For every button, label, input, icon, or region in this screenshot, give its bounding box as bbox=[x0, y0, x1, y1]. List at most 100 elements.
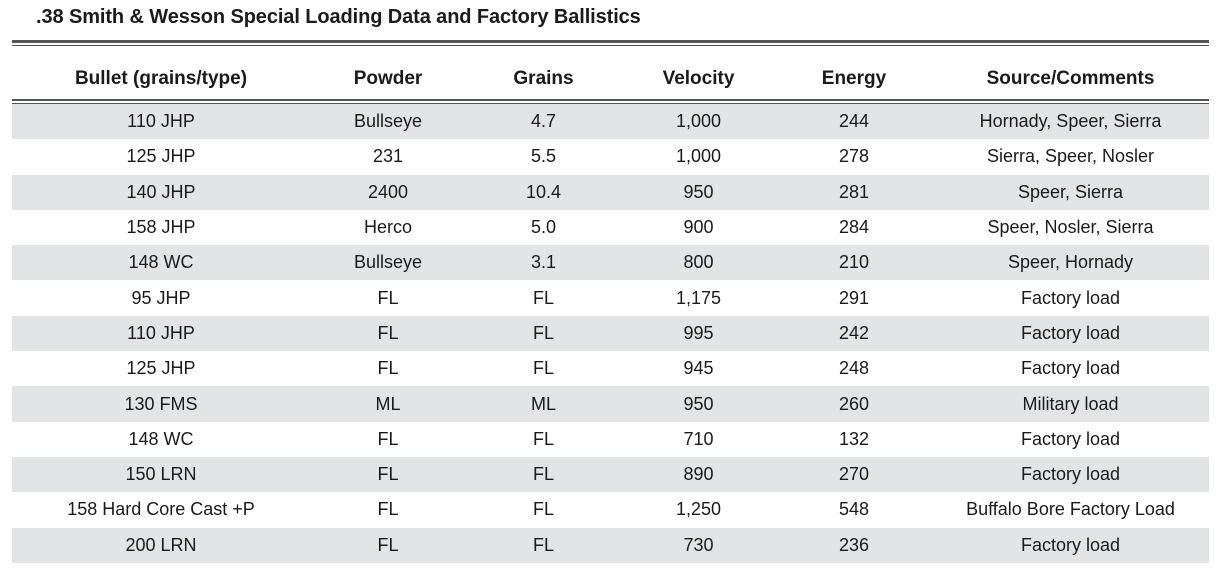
header-divider-thin bbox=[12, 103, 1209, 104]
column-header-grains: Grains bbox=[513, 68, 574, 89]
cell-grains: FL bbox=[532, 464, 554, 485]
cell-source: Hornady, Speer, Sierra bbox=[979, 111, 1162, 132]
table-row: 158 Hard Core Cast +P FL FL 1,250 548 Bu… bbox=[12, 492, 1209, 527]
cell-velocity: 710 bbox=[683, 428, 714, 449]
cell-bullet: 110 JHP bbox=[127, 322, 195, 343]
cell-energy: 281 bbox=[838, 181, 870, 202]
cell-grains: 5.5 bbox=[530, 146, 557, 167]
cell-energy: 278 bbox=[838, 146, 870, 167]
cell-energy: 248 bbox=[838, 358, 870, 379]
cell-energy: 132 bbox=[838, 428, 870, 449]
header-divider-thick bbox=[12, 99, 1209, 101]
cell-grains: ML bbox=[530, 393, 556, 414]
cell-source: Factory load bbox=[1020, 428, 1121, 449]
cell-powder: FL bbox=[377, 358, 399, 379]
cell-energy: 244 bbox=[838, 111, 870, 132]
cell-grains: 4.7 bbox=[530, 111, 557, 132]
cell-energy: 270 bbox=[838, 464, 870, 485]
cell-grains: FL bbox=[532, 428, 554, 449]
cell-powder: FL bbox=[377, 464, 399, 485]
table-row: 110 JHP Bullseye 4.7 1,000 244 Hornady, … bbox=[12, 104, 1209, 140]
page-title: .38 Smith & Wesson Special Loading Data … bbox=[36, 6, 641, 28]
cell-grains: FL bbox=[532, 322, 554, 343]
cell-powder: FL bbox=[377, 322, 399, 343]
cell-energy: 260 bbox=[838, 393, 870, 414]
cell-bullet: 110 JHP bbox=[127, 111, 195, 132]
cell-powder: 2400 bbox=[367, 181, 409, 202]
cell-powder: Bullseye bbox=[353, 252, 423, 273]
cell-source: Factory load bbox=[1020, 464, 1121, 485]
cell-source: Sierra, Speer, Nosler bbox=[986, 146, 1155, 167]
cell-bullet: 148 WC bbox=[128, 428, 194, 449]
cell-velocity: 1,000 bbox=[675, 111, 722, 132]
cell-powder: FL bbox=[377, 287, 399, 308]
cell-bullet: 158 JHP bbox=[126, 217, 196, 238]
cell-grains: 3.1 bbox=[530, 252, 557, 273]
cell-grains: 5.0 bbox=[530, 217, 557, 238]
cell-velocity: 800 bbox=[683, 252, 714, 273]
title-divider-thin bbox=[12, 45, 1209, 46]
cell-grains: 10.4 bbox=[525, 181, 562, 202]
cell-energy: 548 bbox=[838, 499, 870, 520]
table-row: 125 JHP FL FL 945 248 Factory load bbox=[12, 351, 1209, 386]
cell-powder: FL bbox=[377, 428, 399, 449]
cell-energy: 210 bbox=[838, 252, 870, 273]
cell-velocity: 945 bbox=[683, 358, 714, 379]
cell-bullet: 125 JHP bbox=[126, 358, 196, 379]
cell-velocity: 890 bbox=[683, 464, 714, 485]
table-body: 110 JHP Bullseye 4.7 1,000 244 Hornady, … bbox=[12, 104, 1209, 563]
table-row: 148 WC FL FL 710 132 Factory load bbox=[12, 422, 1209, 457]
cell-powder: FL bbox=[377, 534, 399, 555]
cell-source: Buffalo Bore Factory Load bbox=[966, 499, 1175, 520]
cell-energy: 236 bbox=[838, 534, 870, 555]
cell-velocity: 950 bbox=[683, 181, 714, 202]
table-row: 158 JHP Herco 5.0 900 284 Speer, Nosler,… bbox=[12, 210, 1209, 245]
table-row: 148 WC Bullseye 3.1 800 210 Speer, Horna… bbox=[12, 245, 1209, 281]
title-divider-thick bbox=[12, 40, 1209, 43]
cell-velocity: 900 bbox=[683, 217, 714, 238]
cell-energy: 284 bbox=[838, 217, 870, 238]
cell-bullet: 158 Hard Core Cast +P bbox=[67, 499, 255, 520]
table-row: 140 JHP 2400 10.4 950 281 Speer, Sierra bbox=[12, 174, 1209, 210]
cell-source: Factory load bbox=[1020, 322, 1121, 343]
column-header-powder: Powder bbox=[353, 68, 423, 89]
cell-source: Factory load bbox=[1020, 287, 1121, 308]
column-header-bullet: Bullet (grains/type) bbox=[74, 68, 248, 89]
cell-velocity: 730 bbox=[683, 534, 714, 555]
cell-grains: FL bbox=[532, 358, 554, 379]
table-row: 200 LRN FL FL 730 236 Factory load bbox=[12, 527, 1209, 563]
cell-bullet: 200 LRN bbox=[125, 534, 197, 555]
cell-energy: 291 bbox=[838, 287, 870, 308]
table-row: 95 JHP FL FL 1,175 291 Factory load bbox=[12, 280, 1209, 315]
cell-source: Factory load bbox=[1020, 534, 1121, 555]
cell-source: Factory load bbox=[1020, 358, 1121, 379]
cell-energy: 242 bbox=[838, 322, 870, 343]
cell-source: Speer, Nosler, Sierra bbox=[987, 217, 1154, 238]
table-row: 125 JHP 231 5.5 1,000 278 Sierra, Speer,… bbox=[12, 139, 1209, 174]
cell-bullet: 95 JHP bbox=[131, 287, 191, 308]
cell-powder: Bullseye bbox=[353, 111, 423, 132]
table-row: 130 FMS ML ML 950 260 Military load bbox=[12, 386, 1209, 422]
ballistics-table: Bullet (grains/type) Powder Grains Veloc… bbox=[12, 61, 1209, 563]
cell-velocity: 1,250 bbox=[675, 499, 722, 520]
cell-source: Military load bbox=[1022, 393, 1119, 414]
cell-powder: 231 bbox=[372, 146, 404, 167]
cell-powder: ML bbox=[375, 393, 401, 414]
column-header-energy: Energy bbox=[821, 68, 887, 89]
cell-velocity: 950 bbox=[683, 393, 714, 414]
cell-velocity: 995 bbox=[683, 322, 714, 343]
cell-powder: Herco bbox=[363, 217, 412, 238]
cell-source: Speer, Hornady bbox=[1007, 252, 1134, 273]
column-header-source: Source/Comments bbox=[986, 68, 1155, 89]
table-header-row: Bullet (grains/type) Powder Grains Veloc… bbox=[12, 61, 1209, 97]
table-row: 150 LRN FL FL 890 270 Factory load bbox=[12, 456, 1209, 493]
cell-bullet: 125 JHP bbox=[126, 146, 196, 167]
cell-grains: FL bbox=[532, 499, 554, 520]
cell-bullet: 148 WC bbox=[128, 252, 194, 273]
cell-bullet: 150 LRN bbox=[125, 464, 197, 485]
cell-velocity: 1,175 bbox=[675, 287, 722, 308]
cell-grains: FL bbox=[532, 287, 554, 308]
cell-bullet: 140 JHP bbox=[126, 181, 196, 202]
cell-powder: FL bbox=[377, 499, 399, 520]
column-header-velocity: Velocity bbox=[662, 68, 735, 89]
